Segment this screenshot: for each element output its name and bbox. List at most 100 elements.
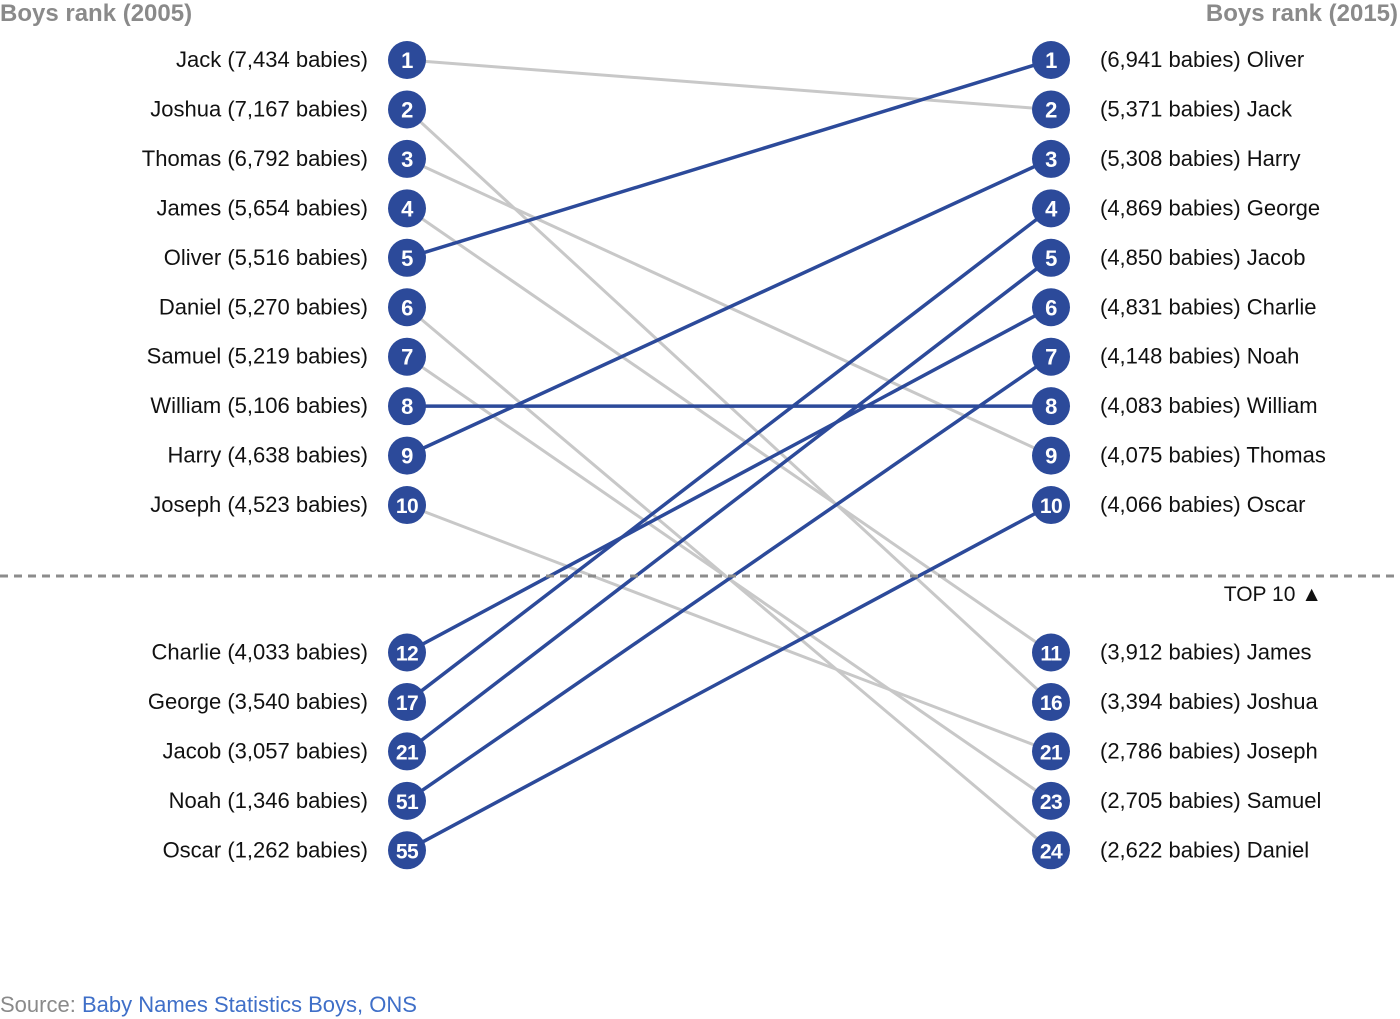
- left-name-label: Thomas (6,792 babies): [142, 146, 368, 171]
- left-name-label: George (3,540 babies): [148, 689, 368, 714]
- right-rank-dot: [1032, 732, 1070, 771]
- right-name-label: (2,705 babies) Samuel: [1100, 788, 1321, 813]
- right-rank-number: 21: [1040, 741, 1063, 764]
- left-rank-number: 2: [401, 97, 413, 122]
- right-rank-number: 2: [1045, 97, 1057, 122]
- connector-joseph: [405, 503, 1053, 753]
- right-name-label: (2,786 babies) Joseph: [1100, 738, 1318, 763]
- right-rank-number: 10: [1040, 495, 1062, 518]
- left-rank-dot: [388, 781, 426, 820]
- connector-jack: [405, 58, 1053, 111]
- right-name-label: (4,831 babies) Charlie: [1100, 294, 1316, 319]
- left-rank-number: 8: [401, 394, 413, 419]
- right-name-label: (6,941 babies) Oliver: [1100, 47, 1304, 72]
- source-link[interactable]: Baby Names Statistics Boys, ONS: [81, 992, 417, 1017]
- right-name-label: (4,869 babies) George: [1100, 195, 1320, 220]
- left-rank-number: 21: [396, 741, 419, 764]
- left-name-label: Noah (1,346 babies): [169, 788, 368, 813]
- left-rank-number: 17: [396, 692, 418, 715]
- left-rank-dot: [388, 288, 426, 327]
- connector-oscar: [405, 503, 1053, 853]
- left-rank-number: 6: [401, 295, 413, 320]
- connector-oliver: [405, 58, 1053, 260]
- right-rank-dot: [1032, 486, 1070, 525]
- left-name-label: Oliver (5,516 babies): [164, 245, 368, 270]
- left-rank-number: 5: [401, 246, 413, 271]
- right-rank-dot: [1032, 288, 1070, 327]
- left-name-label: Harry (4,638 babies): [167, 443, 368, 468]
- right-rank-dot: [1032, 90, 1070, 129]
- connector-jacob: [405, 256, 1053, 754]
- right-rank-number: 5: [1045, 246, 1057, 271]
- right-name-label: (4,075 babies) Thomas: [1100, 443, 1326, 468]
- left-name-label: Oscar (1,262 babies): [163, 837, 368, 862]
- left-name-label: Jacob (3,057 babies): [163, 738, 368, 763]
- right-rank-dot: [1032, 781, 1070, 820]
- right-rank-dot: [1032, 337, 1070, 376]
- slope-chart: Boys rank (2005) Boys rank (2015) TOP 10…: [0, 0, 1400, 870]
- connector-george: [405, 206, 1053, 704]
- right-rank-number: 9: [1045, 444, 1057, 469]
- right-name-label: (2,622 babies) Daniel: [1100, 837, 1309, 862]
- right-rank-number: 4: [1045, 196, 1058, 221]
- left-rank-dot: [388, 238, 426, 277]
- left-name-label: James (5,654 babies): [156, 195, 368, 220]
- left-name-label: Joshua (7,167 babies): [150, 96, 368, 121]
- left-name-label: Charlie (4,033 babies): [152, 640, 368, 665]
- right-header: Boys rank (2015): [1206, 0, 1398, 27]
- left-rank-number: 55: [396, 840, 419, 863]
- right-rank-number: 16: [1040, 692, 1062, 715]
- right-name-label: (4,083 babies) William: [1100, 393, 1318, 418]
- left-header: Boys rank (2005): [0, 0, 192, 27]
- connector-james: [405, 206, 1053, 654]
- connector-noah: [405, 354, 1053, 803]
- left-rank-dot: [388, 90, 426, 129]
- left-rank-number: 9: [401, 444, 413, 469]
- left-rank-dot: [388, 732, 426, 771]
- right-rank-dot: [1032, 387, 1070, 426]
- right-rank-number: 8: [1045, 394, 1057, 419]
- left-rank-number: 3: [401, 147, 413, 172]
- right-rank-dot: [1032, 633, 1070, 672]
- right-name-label: (5,371 babies) Jack: [1100, 96, 1293, 121]
- right-rank-dot: [1032, 139, 1070, 178]
- right-name-label: (3,394 babies) Joshua: [1100, 689, 1318, 714]
- right-rank-dot: [1032, 189, 1070, 228]
- left-column: 1 Jack (7,434 babies) 2 Joshua (7,167 babie…: [142, 41, 426, 870]
- right-rank-dot: [1032, 682, 1070, 721]
- left-rank-dot: [388, 41, 426, 79]
- left-rank-number: 10: [396, 495, 418, 518]
- left-rank-dot: [388, 387, 426, 426]
- right-name-label: (4,066 babies) Oscar: [1100, 492, 1305, 517]
- left-rank-number: 51: [396, 791, 419, 814]
- right-name-label: (5,308 babies) Harry: [1100, 146, 1301, 171]
- connector-harry: [405, 157, 1053, 458]
- right-rank-number: 24: [1040, 840, 1063, 863]
- right-name-label: (4,148 babies) Noah: [1100, 344, 1299, 369]
- right-column: 1 (6,941 babies) Oliver 2 (5,371 babies) Ja…: [1032, 41, 1326, 870]
- left-rank-dot: [388, 139, 426, 178]
- left-rank-number: 4: [401, 196, 414, 221]
- left-rank-dot: [388, 189, 426, 228]
- source-prefix: Source:: [0, 992, 82, 1017]
- right-rank-number: 23: [1040, 791, 1062, 814]
- right-rank-number: 3: [1045, 147, 1057, 172]
- right-rank-number: 6: [1045, 295, 1057, 320]
- left-name-label: Samuel (5,219 babies): [147, 344, 368, 369]
- right-rank-number: 7: [1045, 345, 1057, 370]
- left-rank-number: 12: [396, 643, 418, 666]
- left-name-label: Jack (7,434 babies): [176, 47, 368, 72]
- left-name-label: Joseph (4,523 babies): [150, 492, 368, 517]
- source-note: Source: Baby Names Statistics Boys, ONS: [0, 992, 417, 1018]
- left-name-label: William (5,106 babies): [150, 393, 368, 418]
- left-rank-number: 1: [401, 48, 413, 73]
- top10-label: TOP 10 ▲: [1224, 583, 1322, 606]
- right-rank-number: 11: [1040, 643, 1062, 666]
- connector-lines: [405, 58, 1053, 853]
- connector-charlie: [405, 305, 1053, 655]
- left-rank-dot: [388, 337, 426, 376]
- right-name-label: (4,850 babies) Jacob: [1100, 245, 1305, 270]
- right-rank-dot: [1032, 436, 1070, 475]
- right-rank-dot: [1032, 831, 1070, 870]
- left-rank-dot: [388, 633, 426, 672]
